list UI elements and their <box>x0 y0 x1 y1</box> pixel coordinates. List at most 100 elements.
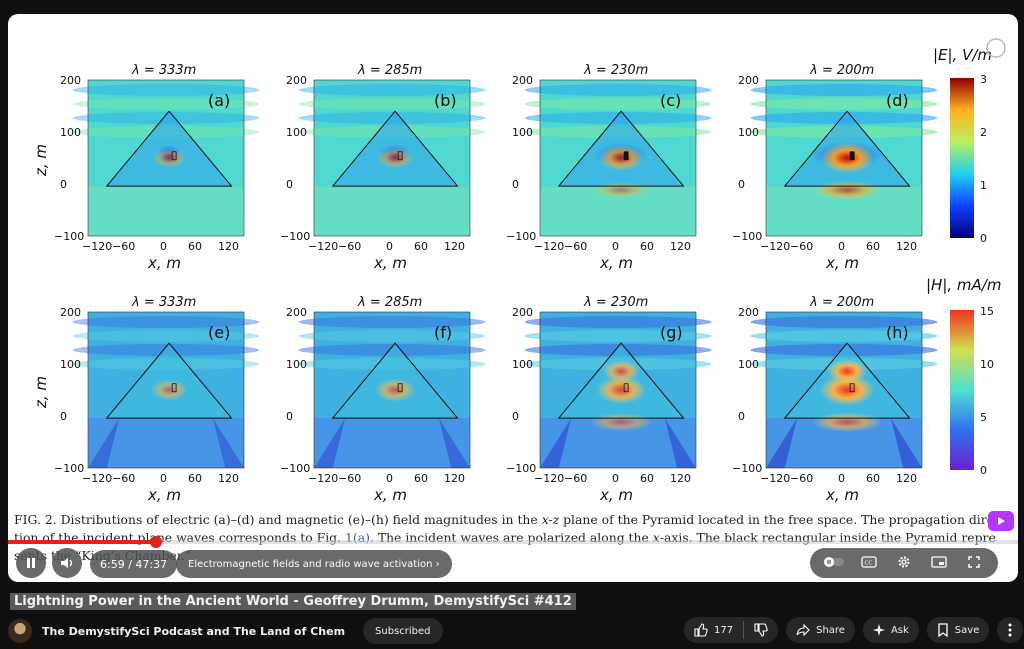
heatmap-panel <box>298 311 486 469</box>
y-tick-label: 200 <box>286 74 307 87</box>
right-controls: CC <box>810 548 998 578</box>
video-actions: 177 Share Ask Save <box>684 617 1024 645</box>
video-title: Lightning Power in the Ancient World - G… <box>10 593 576 610</box>
heatmap-panel <box>750 311 938 469</box>
panel-title: λ = 200m <box>809 63 874 78</box>
y-tick-label: 200 <box>60 306 81 319</box>
x-tick-label: 120 <box>218 472 239 485</box>
share-icon <box>796 624 810 636</box>
x-tick-label: 120 <box>896 240 917 253</box>
y-tick-label: 200 <box>286 306 307 319</box>
x-tick-label: −120 <box>534 240 564 253</box>
panel-label: (b) <box>434 91 457 110</box>
x-tick-label: 60 <box>866 472 880 485</box>
save-button[interactable]: Save <box>926 617 990 643</box>
y-tick-label: 200 <box>512 306 533 319</box>
x-tick-label: −120 <box>82 472 112 485</box>
autoplay-icon <box>823 556 844 567</box>
x-axis-label: x, m <box>599 254 633 272</box>
more-actions-button[interactable] <box>997 617 1024 643</box>
channel-name[interactable]: The DemystifySci Podcast and The Land of… <box>42 624 346 638</box>
y-axis-label: z, m <box>32 144 50 177</box>
y-tick-label: 0 <box>60 178 67 191</box>
panel-label: (f) <box>434 323 452 342</box>
y-tick-label: 0 <box>738 178 745 191</box>
dislike-button[interactable] <box>744 617 778 643</box>
svg-text:CC: CC <box>864 560 872 566</box>
pause-button[interactable] <box>16 548 46 578</box>
y-tick-label: −100 <box>280 230 310 243</box>
y-tick-label: 200 <box>738 74 759 87</box>
colorbar-electric: |E|, V/m 3 2 1 0 <box>933 46 992 245</box>
x-tick-label: 120 <box>444 240 465 253</box>
volume-button[interactable] <box>52 548 82 578</box>
chapter-button[interactable]: Electromagnetic fields and radio wave ac… <box>176 550 452 578</box>
panel-label: (c) <box>660 91 681 110</box>
colorbar-magnetic-label: |H|, mA/m <box>926 276 1001 294</box>
gear-icon <box>898 556 910 567</box>
miniplayer-icon <box>931 555 947 568</box>
y-tick-label: 100 <box>60 126 81 139</box>
play-icon <box>998 517 1005 525</box>
share-button[interactable]: Share <box>786 617 855 643</box>
x-tick-label: 0 <box>386 472 393 485</box>
x-tick-label: 0 <box>160 472 167 485</box>
x-tick-label: −60 <box>564 472 587 485</box>
settings-button[interactable] <box>891 555 917 572</box>
fullscreen-button[interactable] <box>961 555 987 572</box>
miniplayer-button[interactable] <box>926 555 952 571</box>
y-axis-label: z, m <box>32 376 50 409</box>
channel-avatar[interactable] <box>8 619 32 643</box>
volume-icon <box>61 558 73 568</box>
x-tick-label: 60 <box>188 240 202 253</box>
x-tick-label: −120 <box>82 240 112 253</box>
x-tick-label: −120 <box>760 472 790 485</box>
y-tick-label: −100 <box>280 462 310 475</box>
colorbar-electric-tick: 1 <box>980 179 987 192</box>
like-button[interactable]: 177 <box>684 617 743 643</box>
next-video-button[interactable] <box>988 511 1014 531</box>
x-tick-label: 0 <box>160 240 167 253</box>
y-tick-label: 100 <box>738 126 759 139</box>
panel-title: λ = 285m <box>357 295 422 310</box>
heatmap-panel <box>524 311 712 469</box>
x-axis-label: x, m <box>147 254 181 272</box>
subtitles-button[interactable]: CC <box>856 555 882 571</box>
like-dislike-group: 177 <box>684 617 779 643</box>
y-tick-label: 0 <box>60 410 67 423</box>
ask-button[interactable]: Ask <box>862 617 919 643</box>
y-tick-label: −100 <box>732 462 762 475</box>
x-tick-label: −120 <box>760 240 790 253</box>
autoplay-toggle[interactable] <box>821 556 847 571</box>
overlay-info-icon[interactable] <box>986 38 1006 58</box>
progress-bar[interactable] <box>8 536 1018 548</box>
panel-title: λ = 285m <box>357 63 422 78</box>
x-tick-label: 60 <box>414 472 428 485</box>
x-tick-label: 120 <box>896 472 917 485</box>
colorbar-electric-tick: 2 <box>980 126 987 139</box>
heatmap-panel <box>524 79 712 237</box>
subscribed-button[interactable]: Subscribed <box>363 618 443 644</box>
video-player[interactable]: (a) λ = 333m 200 100 0 −100 −120 −60 0 60 120 x, m(… <box>8 14 1018 582</box>
x-tick-label: 60 <box>866 240 880 253</box>
y-tick-label: 100 <box>512 126 533 139</box>
x-tick-label: 0 <box>838 240 845 253</box>
y-tick-label: 200 <box>60 74 81 87</box>
colorbar-magnetic-tick: 0 <box>980 464 987 477</box>
heatmap-panel <box>298 79 486 237</box>
time-display: 6:59 / 47:37 <box>90 550 178 578</box>
sparkle-icon <box>872 624 885 636</box>
panel-title: λ = 333m <box>131 63 196 78</box>
colorbar-magnetic-tick: 10 <box>980 358 994 371</box>
x-tick-label: 0 <box>838 472 845 485</box>
colorbar-electric-tick: 0 <box>980 232 987 245</box>
more-vertical-icon <box>1008 623 1012 637</box>
x-tick-label: 120 <box>670 240 691 253</box>
y-tick-label: 100 <box>512 358 533 371</box>
progress-scrubber[interactable] <box>150 536 163 548</box>
thumbs-up-icon <box>694 623 708 637</box>
y-tick-label: 0 <box>286 410 293 423</box>
x-tick-label: −60 <box>338 240 361 253</box>
x-tick-label: −120 <box>308 240 338 253</box>
